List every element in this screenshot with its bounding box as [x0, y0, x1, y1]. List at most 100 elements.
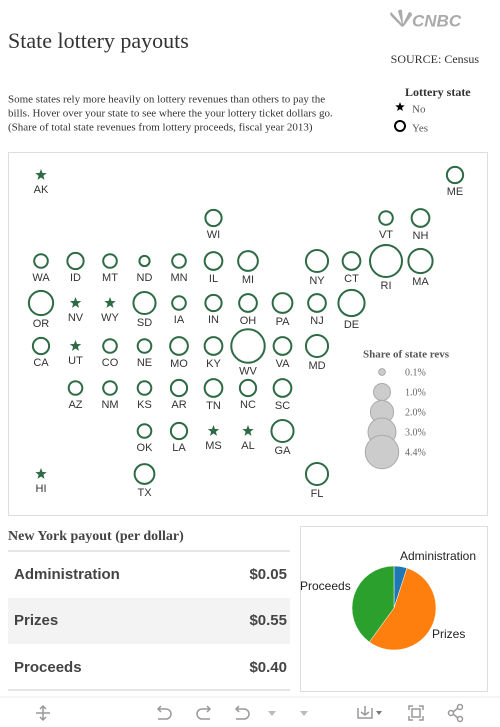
legend-entry: Yes — [412, 123, 428, 135]
state-circle[interactable] — [66, 251, 85, 271]
state-label: HI — [36, 483, 47, 495]
pie-label: Prizes — [432, 627, 465, 641]
state-circle[interactable] — [102, 380, 118, 396]
state-label: VT — [379, 229, 393, 241]
state-label: TN — [206, 400, 221, 412]
state-circle[interactable] — [445, 165, 465, 185]
no-lottery-star[interactable] — [242, 425, 254, 436]
state-circle[interactable] — [169, 421, 189, 441]
state-label: AK — [34, 184, 49, 196]
state-circle[interactable] — [304, 248, 330, 274]
undo-button[interactable] — [156, 705, 172, 720]
state-label: MT — [102, 272, 118, 284]
toolbar — [36, 703, 464, 723]
state-circle[interactable] — [102, 253, 118, 269]
state-circle[interactable] — [304, 333, 330, 359]
state-label: IN — [208, 314, 219, 326]
download-menu[interactable] — [376, 711, 382, 715]
state-label: CT — [344, 273, 359, 285]
description-line: Some states rely more heavily on lottery… — [8, 94, 325, 106]
size-legend-title: Share of state revs — [363, 349, 450, 361]
revert-button[interactable] — [234, 705, 250, 720]
state-label: FL — [311, 488, 324, 500]
state-circle[interactable] — [203, 378, 224, 398]
state-circle[interactable] — [138, 254, 151, 268]
state-circle[interactable] — [410, 208, 431, 228]
state-label: DE — [344, 319, 359, 331]
redo-button[interactable] — [196, 705, 212, 720]
state-circle[interactable] — [369, 244, 403, 278]
share-button[interactable] — [447, 703, 464, 723]
state-label: OH — [240, 315, 257, 327]
no-lottery-star[interactable] — [69, 297, 82, 308]
state-circle[interactable] — [169, 378, 189, 398]
state-label: RI — [381, 280, 392, 292]
state-circle[interactable] — [341, 251, 362, 271]
state-circle[interactable] — [271, 292, 294, 314]
state-circle[interactable] — [136, 338, 153, 354]
state-label: NJ — [310, 315, 323, 327]
row-value: $0.40 — [249, 659, 287, 676]
no-lottery-star[interactable] — [104, 297, 116, 308]
no-lottery-star[interactable] — [69, 340, 82, 351]
state-circle[interactable] — [33, 253, 49, 269]
download-button[interactable] — [357, 706, 373, 719]
state-circle[interactable] — [102, 338, 118, 354]
state-circle[interactable] — [337, 288, 366, 318]
state-circle[interactable] — [204, 208, 223, 228]
revert-menu[interactable] — [268, 711, 276, 716]
no-lottery-star[interactable] — [35, 169, 47, 180]
state-circle[interactable] — [203, 251, 224, 271]
state-circle[interactable] — [27, 289, 55, 317]
title: State lottery payouts — [8, 28, 189, 53]
state-circle[interactable] — [238, 293, 258, 313]
state-label: NC — [240, 399, 256, 411]
state-circle[interactable] — [136, 423, 153, 439]
state-label: WV — [239, 366, 257, 378]
state-circle[interactable] — [304, 461, 330, 487]
size-legend-circle — [378, 368, 386, 376]
state-circle[interactable] — [136, 380, 153, 396]
state-circle[interactable] — [171, 295, 187, 311]
legend-star — [395, 102, 405, 111]
state-circle[interactable] — [378, 210, 394, 226]
map-frame — [8, 152, 488, 516]
no-lottery-star[interactable] — [207, 425, 220, 436]
state-label: OK — [137, 442, 154, 454]
state-circle[interactable] — [270, 418, 295, 444]
state-label: ID — [70, 272, 81, 284]
pie-slice[interactable] — [351, 565, 395, 643]
state-circle[interactable] — [204, 293, 223, 313]
state-circle[interactable] — [67, 380, 84, 396]
state-label: IA — [174, 314, 185, 326]
state-label: KS — [137, 399, 152, 411]
state-label: WI — [207, 229, 220, 241]
state-label: MS — [205, 440, 222, 452]
fullscreen-button[interactable] — [408, 705, 424, 721]
size-legend-circle — [373, 383, 391, 401]
state-circle[interactable] — [407, 247, 434, 275]
state-label: AR — [171, 399, 186, 411]
state-label: NM — [101, 399, 118, 411]
state-circle[interactable] — [31, 336, 51, 356]
state-label: NY — [309, 275, 325, 287]
state-circle[interactable] — [133, 463, 156, 485]
state-label: AZ — [68, 399, 82, 411]
state-circle[interactable] — [272, 336, 293, 356]
state-label: KY — [206, 358, 221, 370]
no-lottery-star[interactable] — [35, 468, 47, 479]
state-circle[interactable] — [171, 253, 187, 269]
state-circle[interactable] — [237, 250, 259, 272]
pause-menu[interactable] — [300, 711, 308, 716]
state-circle[interactable] — [169, 336, 189, 356]
move-button[interactable] — [36, 704, 50, 722]
state-circle[interactable] — [230, 328, 266, 364]
state-circle[interactable] — [238, 378, 258, 398]
pie-slice[interactable] — [368, 567, 437, 651]
state-circle[interactable] — [132, 290, 157, 316]
row-label: Prizes — [14, 612, 58, 629]
state-circle[interactable] — [307, 293, 327, 313]
state-circle[interactable] — [272, 378, 293, 398]
state-circle[interactable] — [203, 336, 224, 356]
